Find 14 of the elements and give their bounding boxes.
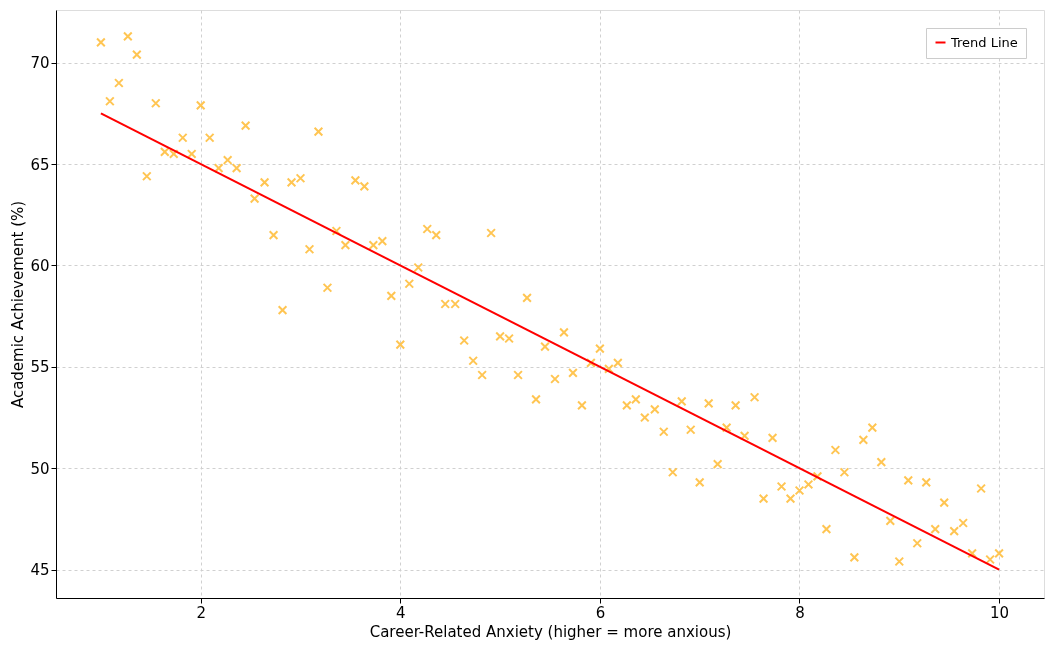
x-tick-label: 10 xyxy=(990,603,1010,622)
y-tick-label: 45 xyxy=(30,561,50,580)
x-axis-title: Career-Related Anxiety (higher = more anxious) xyxy=(369,622,732,641)
x-tick-label: 6 xyxy=(595,603,606,622)
x-tick-label: 4 xyxy=(396,603,406,622)
y-tick-label: 50 xyxy=(30,459,50,478)
y-tick-label: 60 xyxy=(30,256,50,275)
y-axis-title: Academic Achievement (%) xyxy=(9,200,28,409)
y-tick-label: 55 xyxy=(30,358,50,377)
x-tick-label: 8 xyxy=(795,603,805,622)
y-tick-label: 70 xyxy=(30,54,50,73)
y-tick-label: 65 xyxy=(30,155,50,174)
legend-label: Trend Line xyxy=(950,34,1018,50)
x-tick-label: 2 xyxy=(196,603,206,622)
